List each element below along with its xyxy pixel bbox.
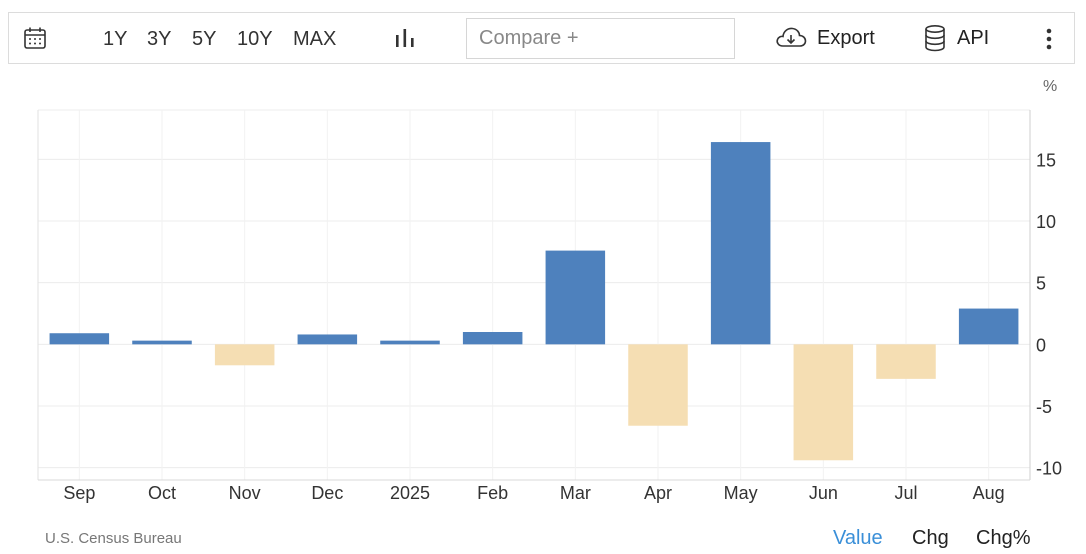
y-tick-label: -5 bbox=[1036, 397, 1052, 417]
bar-oct[interactable] bbox=[132, 340, 192, 345]
bar-chart-icon[interactable] bbox=[394, 27, 416, 49]
unit-label: % bbox=[1043, 78, 1058, 95]
view-mode-chg-button[interactable]: Chg bbox=[912, 527, 949, 549]
bar-jun[interactable] bbox=[793, 344, 854, 461]
y-tick-label: 10 bbox=[1036, 212, 1056, 232]
range-max-button[interactable]: MAX bbox=[293, 28, 337, 50]
database-icon bbox=[925, 24, 945, 52]
range-1y-button[interactable]: 1Y bbox=[103, 28, 128, 50]
calendar-icon[interactable] bbox=[23, 26, 47, 50]
api-button[interactable]: API bbox=[923, 23, 989, 53]
compare-input[interactable] bbox=[466, 18, 735, 59]
more-vertical-icon[interactable] bbox=[1039, 26, 1059, 52]
x-tick-label: Jul bbox=[894, 483, 917, 503]
grid-lines bbox=[38, 109, 1030, 480]
export-label: Export bbox=[817, 26, 875, 49]
x-tick-label: Apr bbox=[644, 483, 672, 503]
x-axis-labels: Sep Oct Nov Dec 2025 Feb Mar Apr May Jun Jul Aug bbox=[63, 483, 1004, 503]
bar-nov[interactable] bbox=[214, 344, 275, 366]
bar-may[interactable] bbox=[710, 142, 771, 345]
bar-jul[interactable] bbox=[876, 344, 936, 379]
x-tick-label: Nov bbox=[229, 483, 261, 503]
y-tick-label: 5 bbox=[1036, 274, 1046, 294]
chart-toolbar: 1Y 3Y 5Y 10Y MAX Export API bbox=[8, 12, 1075, 64]
bars bbox=[49, 142, 1019, 461]
x-tick-label: Dec bbox=[311, 483, 343, 503]
cloud-download-icon bbox=[776, 27, 807, 47]
y-tick-label: 15 bbox=[1036, 150, 1056, 170]
bar-sep[interactable] bbox=[49, 333, 110, 345]
bar-apr[interactable] bbox=[628, 344, 688, 426]
y-axis-labels: -10 -5 0 5 10 15 bbox=[1036, 150, 1062, 478]
bar-dec[interactable] bbox=[297, 334, 358, 345]
x-tick-label: Jun bbox=[809, 483, 838, 503]
bar-feb[interactable] bbox=[462, 332, 523, 345]
x-tick-label: Mar bbox=[560, 483, 591, 503]
x-tick-label: Feb bbox=[477, 483, 508, 503]
range-3y-button[interactable]: 3Y bbox=[147, 28, 172, 50]
plot-frame bbox=[37, 110, 1031, 481]
x-tick-label: Aug bbox=[973, 483, 1005, 503]
range-10y-button[interactable]: 10Y bbox=[237, 28, 273, 50]
range-5y-button[interactable]: 5Y bbox=[192, 28, 217, 50]
export-button[interactable]: Export bbox=[775, 23, 875, 53]
api-label: API bbox=[957, 26, 990, 49]
bar-mar[interactable] bbox=[545, 250, 606, 345]
x-tick-label: May bbox=[724, 483, 758, 503]
view-mode-chgpct-button[interactable]: Chg% bbox=[976, 527, 1031, 549]
y-tick-label: -10 bbox=[1036, 459, 1062, 479]
bar-2025[interactable] bbox=[380, 340, 440, 345]
x-tick-label: Oct bbox=[148, 483, 176, 503]
view-mode-value-button[interactable]: Value bbox=[833, 527, 883, 549]
bar-aug[interactable] bbox=[958, 308, 1019, 345]
source-label: U.S. Census Bureau bbox=[45, 530, 182, 547]
x-tick-label: 2025 bbox=[390, 483, 430, 503]
x-tick-label: Sep bbox=[63, 483, 95, 503]
y-tick-label: 0 bbox=[1036, 335, 1046, 355]
